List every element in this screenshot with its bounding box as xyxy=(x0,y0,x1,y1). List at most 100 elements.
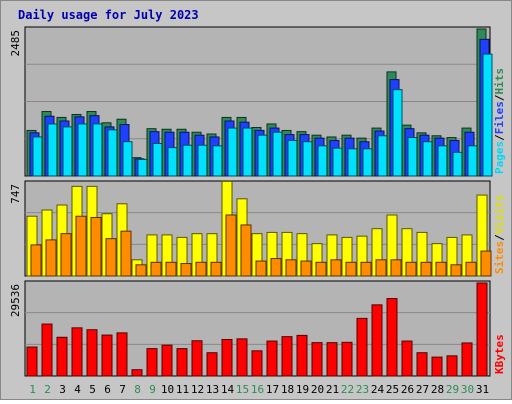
bar-pages-day-23 xyxy=(362,148,373,177)
bar-sites-day-20 xyxy=(315,261,327,277)
bar-sites-day-31 xyxy=(480,250,492,277)
legend-sites: Sites xyxy=(493,241,506,274)
bar-sites-day-22 xyxy=(345,261,357,277)
bar-kbytes-day-24 xyxy=(371,304,383,377)
bar-pages-day-28 xyxy=(437,145,448,177)
bar-sites-day-6 xyxy=(105,238,117,277)
bar-pages-day-5 xyxy=(92,123,103,177)
legend-separator: / xyxy=(493,134,506,141)
x-tick-label-day-4: 4 xyxy=(74,383,81,396)
bar-sites-day-7 xyxy=(120,230,132,277)
bar-kbytes-day-22 xyxy=(341,341,353,377)
bar-kbytes-day-20 xyxy=(311,342,323,377)
x-tick-label-day-2: 2 xyxy=(44,383,51,396)
bar-sites-day-19 xyxy=(300,260,312,277)
bar-pages-day-13 xyxy=(212,145,223,177)
legend-pages: Pages xyxy=(493,141,506,174)
panel-1-ymax-label: 2485 xyxy=(9,30,22,57)
x-tick-label-day-19: 19 xyxy=(296,383,309,396)
bar-sites-day-18 xyxy=(285,259,297,277)
bar-kbytes-day-21 xyxy=(326,342,338,377)
bar-pages-day-30 xyxy=(467,145,478,177)
x-tick-label-day-12: 12 xyxy=(191,383,204,396)
bar-kbytes-day-28 xyxy=(431,356,443,377)
x-tick-label-day-3: 3 xyxy=(59,383,66,396)
x-tick-label-day-9: 9 xyxy=(149,383,156,396)
x-tick-label-day-25: 25 xyxy=(386,383,399,396)
bar-sites-day-15 xyxy=(240,224,252,277)
bar-kbytes-day-5 xyxy=(86,329,98,377)
x-tick-label-day-13: 13 xyxy=(206,383,219,396)
x-tick-label-day-10: 10 xyxy=(161,383,174,396)
bar-pages-day-16 xyxy=(257,134,268,177)
bar-sites-day-10 xyxy=(165,261,177,277)
bar-pages-day-4 xyxy=(77,123,88,177)
bar-pages-day-20 xyxy=(317,145,328,177)
bar-pages-day-21 xyxy=(332,147,343,177)
bar-sites-day-26 xyxy=(405,261,417,277)
x-tick-label-day-8: 8 xyxy=(134,383,141,396)
x-tick-label-day-30: 30 xyxy=(461,383,474,396)
bar-sites-day-8 xyxy=(135,264,147,277)
bar-sites-day-2 xyxy=(45,239,57,277)
x-tick-label-day-31: 31 xyxy=(476,383,489,396)
bar-kbytes-day-2 xyxy=(41,323,53,377)
bar-kbytes-day-29 xyxy=(446,355,458,377)
x-tick-label-day-15: 15 xyxy=(236,383,249,396)
bar-sites-day-12 xyxy=(195,261,207,277)
bar-pages-day-7 xyxy=(122,141,133,177)
bar-sites-day-17 xyxy=(270,258,282,277)
bar-pages-day-8 xyxy=(137,158,148,177)
bar-kbytes-day-30 xyxy=(461,342,473,377)
bar-sites-day-5 xyxy=(90,216,102,277)
x-tick-label-day-27: 27 xyxy=(416,383,429,396)
x-tick-label-day-22: 22 xyxy=(341,383,354,396)
bar-sites-day-23 xyxy=(360,261,372,277)
bar-kbytes-day-4 xyxy=(71,327,83,377)
bar-kbytes-day-25 xyxy=(386,298,398,377)
bar-sites-day-21 xyxy=(330,259,342,277)
x-tick-label-day-24: 24 xyxy=(371,383,385,396)
bar-pages-day-19 xyxy=(302,141,313,177)
x-tick-label-day-29: 29 xyxy=(446,383,459,396)
bar-kbytes-day-11 xyxy=(176,348,188,377)
bar-kbytes-day-23 xyxy=(356,317,368,377)
bar-sites-day-25 xyxy=(390,259,402,277)
bar-kbytes-day-16 xyxy=(251,350,263,377)
panel-2-legend: Sites/Visits xyxy=(493,195,506,275)
bar-pages-day-1 xyxy=(32,136,43,177)
bar-pages-day-29 xyxy=(452,151,463,177)
bar-sites-day-13 xyxy=(210,261,222,277)
bar-kbytes-day-12 xyxy=(191,340,203,377)
bar-sites-day-16 xyxy=(255,260,267,277)
bar-pages-day-22 xyxy=(347,148,358,177)
bar-sites-day-29 xyxy=(450,264,462,277)
bar-sites-day-1 xyxy=(30,244,42,277)
x-tick-label-day-11: 11 xyxy=(176,383,189,396)
bar-pages-day-25 xyxy=(392,89,403,177)
bar-kbytes-day-14 xyxy=(221,338,233,377)
panel-3-ymax-label: 29536 xyxy=(9,284,22,317)
bar-kbytes-day-7 xyxy=(116,332,128,377)
bar-pages-day-12 xyxy=(197,144,208,177)
x-tick-label-day-14: 14 xyxy=(221,383,235,396)
bar-kbytes-day-8 xyxy=(131,369,143,377)
bar-sites-day-14 xyxy=(225,214,237,277)
bar-pages-day-27 xyxy=(422,141,433,177)
bar-sites-day-4 xyxy=(75,215,87,277)
x-tick-label-day-26: 26 xyxy=(401,383,414,396)
legend-separator: / xyxy=(493,234,506,241)
bar-pages-day-17 xyxy=(272,131,283,177)
bar-kbytes-day-9 xyxy=(146,348,158,377)
bar-kbytes-day-17 xyxy=(266,340,278,377)
panel-3-legend: KBytes xyxy=(493,334,506,374)
bar-kbytes-day-19 xyxy=(296,334,308,377)
bar-pages-day-10 xyxy=(167,147,178,177)
bar-sites-day-3 xyxy=(60,233,72,277)
bar-kbytes-day-6 xyxy=(101,334,113,377)
chart-title: Daily usage for July 2023 xyxy=(18,8,199,22)
x-tick-label-day-21: 21 xyxy=(326,383,339,396)
x-tick-label-day-6: 6 xyxy=(104,383,111,396)
